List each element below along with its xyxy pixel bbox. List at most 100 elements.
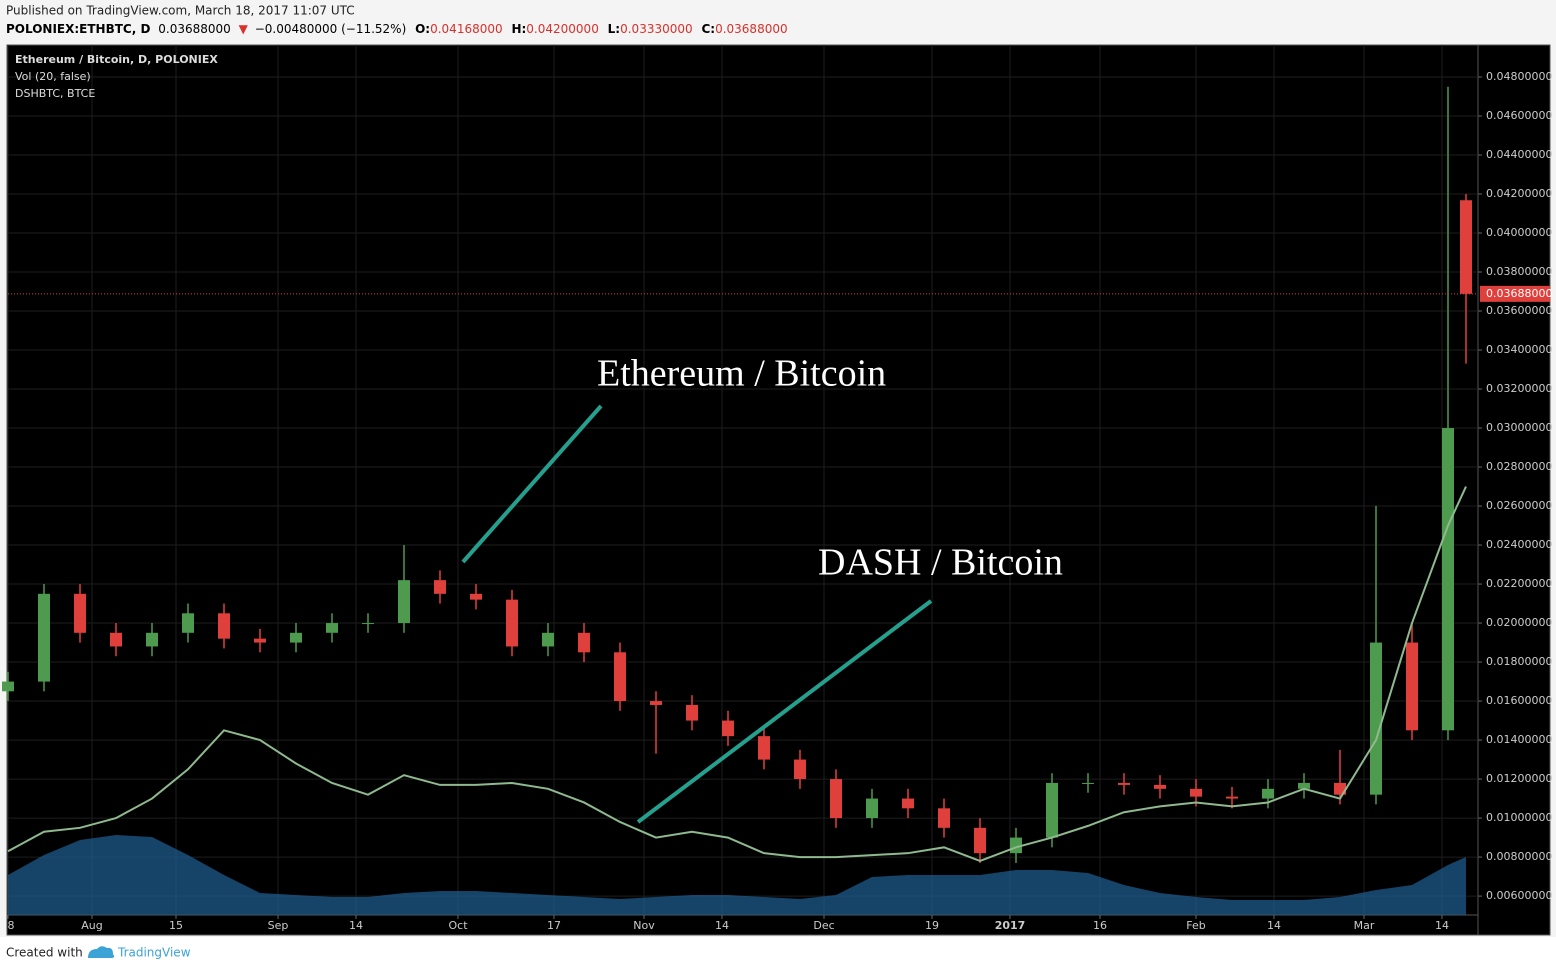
x-tick-label: 2017 [995,919,1026,932]
annotation: DASH / Bitcoin [818,542,1063,584]
last-price-box [1480,285,1550,302]
candle-body [578,632,590,653]
candle-body [1082,782,1094,784]
candle-body [758,736,770,760]
candle-body [146,632,158,647]
y-tick-label: 0.01800000 [1486,655,1552,668]
candle-body [218,613,230,639]
marks [2,86,1472,863]
legend-entry: DSHBTC, BTCE [15,87,95,100]
candle-body [362,623,374,625]
candle-body [614,652,626,702]
candle-body [74,593,86,633]
y-tick-label: 0.03600000 [1486,304,1552,317]
y-tick-label: 0.01600000 [1486,694,1552,707]
candle-body [722,720,734,737]
x-tick-label: Dec [813,919,834,932]
ohlc-value: 0.04200000 [526,22,599,36]
candle-body [326,623,338,633]
brand-link[interactable]: TradingView [117,946,191,960]
footer [0,937,1556,971]
y-tick-label: 0.02000000 [1486,616,1552,629]
last-price-label: 0.03688000 [1486,287,1552,300]
ohlc-key: H: [511,22,526,36]
legend-entry: Vol (20, false) [15,70,91,83]
candle-body [434,580,446,594]
ohlc-key: L: [608,22,620,36]
x-tick-label: Sep [268,919,289,932]
candle-body [1046,782,1058,838]
dash-line [7,486,1467,863]
x-tick-label: Oct [448,919,468,932]
candle-body [686,704,698,721]
y-tick-label: 0.03400000 [1486,343,1552,356]
y-tick-label: 0.04200000 [1486,187,1552,200]
candle-body [902,798,914,809]
y-tick-label: 0.03800000 [1486,265,1552,278]
price: 0.03688000 [158,22,231,36]
volume-area [8,835,1466,915]
quote-line: POLONIEX:ETHBTC, D 0.03688000 ▼ −0.00480… [6,22,788,36]
candle-body [182,613,194,633]
annotation: Ethereum / Bitcoin [597,353,886,395]
y-tick-label: 0.00600000 [1486,889,1552,902]
logo[interactable] [88,946,115,958]
candle-body [470,593,482,600]
y-tick-label: 0.03200000 [1486,382,1552,395]
y-tick-label: 0.02400000 [1486,538,1552,551]
footer-text: Created with [6,946,83,960]
x-tick-label: 14 [1267,919,1281,932]
candle-body [1460,200,1472,294]
candle-body [2,681,14,692]
y-tick-label: 0.02600000 [1486,499,1552,512]
x-tick-label: 19 [925,919,939,932]
y-tick-label: 0.02800000 [1486,460,1552,473]
change: −0.00480000 (−11.52%) [255,22,407,36]
x-tick-label: 17 [547,919,561,932]
annotation-line [461,404,603,564]
candle-body [398,580,410,624]
candle-body [1370,642,1382,795]
ohlc-value: 0.03330000 [620,22,693,36]
symbol: POLONIEX:ETHBTC, D [6,22,150,36]
candle-body [650,701,662,705]
candle-body [1298,782,1310,789]
y-tick-label: 0.04800000 [1486,70,1552,83]
candle-body [866,798,878,819]
x-tick-label: Nov [633,919,655,932]
candle-body [1442,428,1454,731]
ohlc-value: 0.03688000 [715,22,788,36]
x-tick-label: Feb [1186,919,1205,932]
chart-panel [6,44,1551,936]
down-arrow: ▼ [239,22,249,36]
candle-body [1406,642,1418,731]
ohlc-key: C: [701,22,715,36]
candle-body [974,827,986,854]
candle-body [938,808,950,828]
y-tick-label: 0.04400000 [1486,148,1552,161]
ohlc-key: O: [415,22,430,36]
candle-body [1118,782,1130,785]
candle-body [254,638,266,643]
y-tick-label: 0.01400000 [1486,733,1552,746]
candle-body [38,593,50,682]
y-tick-label: 0.00800000 [1486,850,1552,863]
x-tick-label: 14 [349,919,363,932]
ohlc-value: 0.04168000 [430,22,503,36]
candle-body [1190,788,1202,797]
x-tick-label: Aug [81,919,102,932]
candle-body [794,759,806,780]
published: Published on TradingView.com, March 18, … [6,4,355,18]
candle-body [542,632,554,647]
annotation-line [636,599,933,824]
x-tick-label: 14 [1435,919,1449,932]
candle-body [1226,796,1238,799]
x-tick-label: 16 [1093,919,1107,932]
x-tick-label: 15 [169,919,183,932]
candle-body [506,599,518,647]
candle-body [830,779,842,819]
x-tick-label: Mar [1354,919,1375,932]
y-tick-label: 0.01200000 [1486,772,1552,785]
